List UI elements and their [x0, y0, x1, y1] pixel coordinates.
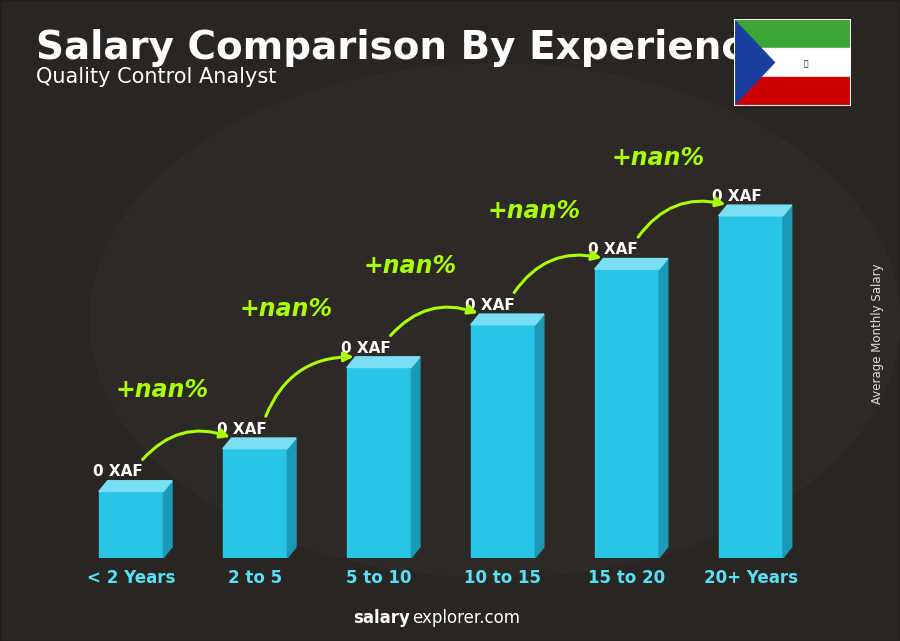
Text: 0 XAF: 0 XAF [340, 340, 391, 356]
Polygon shape [346, 367, 411, 558]
Bar [734, 48, 850, 77]
Polygon shape [595, 258, 668, 269]
Text: Average Monthly Salary: Average Monthly Salary [871, 263, 884, 404]
Text: +nan%: +nan% [364, 254, 456, 278]
Polygon shape [595, 269, 659, 558]
Polygon shape [471, 314, 544, 325]
Ellipse shape [90, 64, 900, 577]
Polygon shape [718, 216, 783, 558]
Polygon shape [734, 19, 774, 106]
Text: salary: salary [353, 609, 410, 627]
Polygon shape [287, 438, 296, 558]
Polygon shape [346, 357, 420, 367]
Polygon shape [536, 314, 544, 558]
Text: explorer.com: explorer.com [412, 609, 520, 627]
Polygon shape [718, 205, 792, 216]
Text: 0 XAF: 0 XAF [589, 242, 638, 257]
Bar [734, 19, 850, 48]
Text: +nan%: +nan% [611, 146, 705, 169]
Text: Salary Comparison By Experience: Salary Comparison By Experience [36, 29, 770, 67]
Polygon shape [659, 258, 668, 558]
Bar [734, 77, 850, 106]
Text: 0 XAF: 0 XAF [464, 298, 514, 313]
Polygon shape [99, 492, 164, 558]
Polygon shape [99, 481, 172, 492]
Polygon shape [411, 357, 420, 558]
Text: +nan%: +nan% [488, 199, 580, 223]
Polygon shape [783, 205, 792, 558]
Text: 0 XAF: 0 XAF [93, 465, 142, 479]
Polygon shape [471, 325, 536, 558]
Polygon shape [164, 481, 172, 558]
Text: +nan%: +nan% [115, 378, 209, 403]
Text: 0 XAF: 0 XAF [713, 189, 762, 204]
Text: Quality Control Analyst: Quality Control Analyst [36, 67, 276, 87]
Text: 0 XAF: 0 XAF [217, 422, 266, 437]
Text: 🌳: 🌳 [804, 59, 808, 68]
Polygon shape [223, 438, 296, 449]
Text: +nan%: +nan% [239, 297, 333, 321]
Polygon shape [223, 449, 287, 558]
